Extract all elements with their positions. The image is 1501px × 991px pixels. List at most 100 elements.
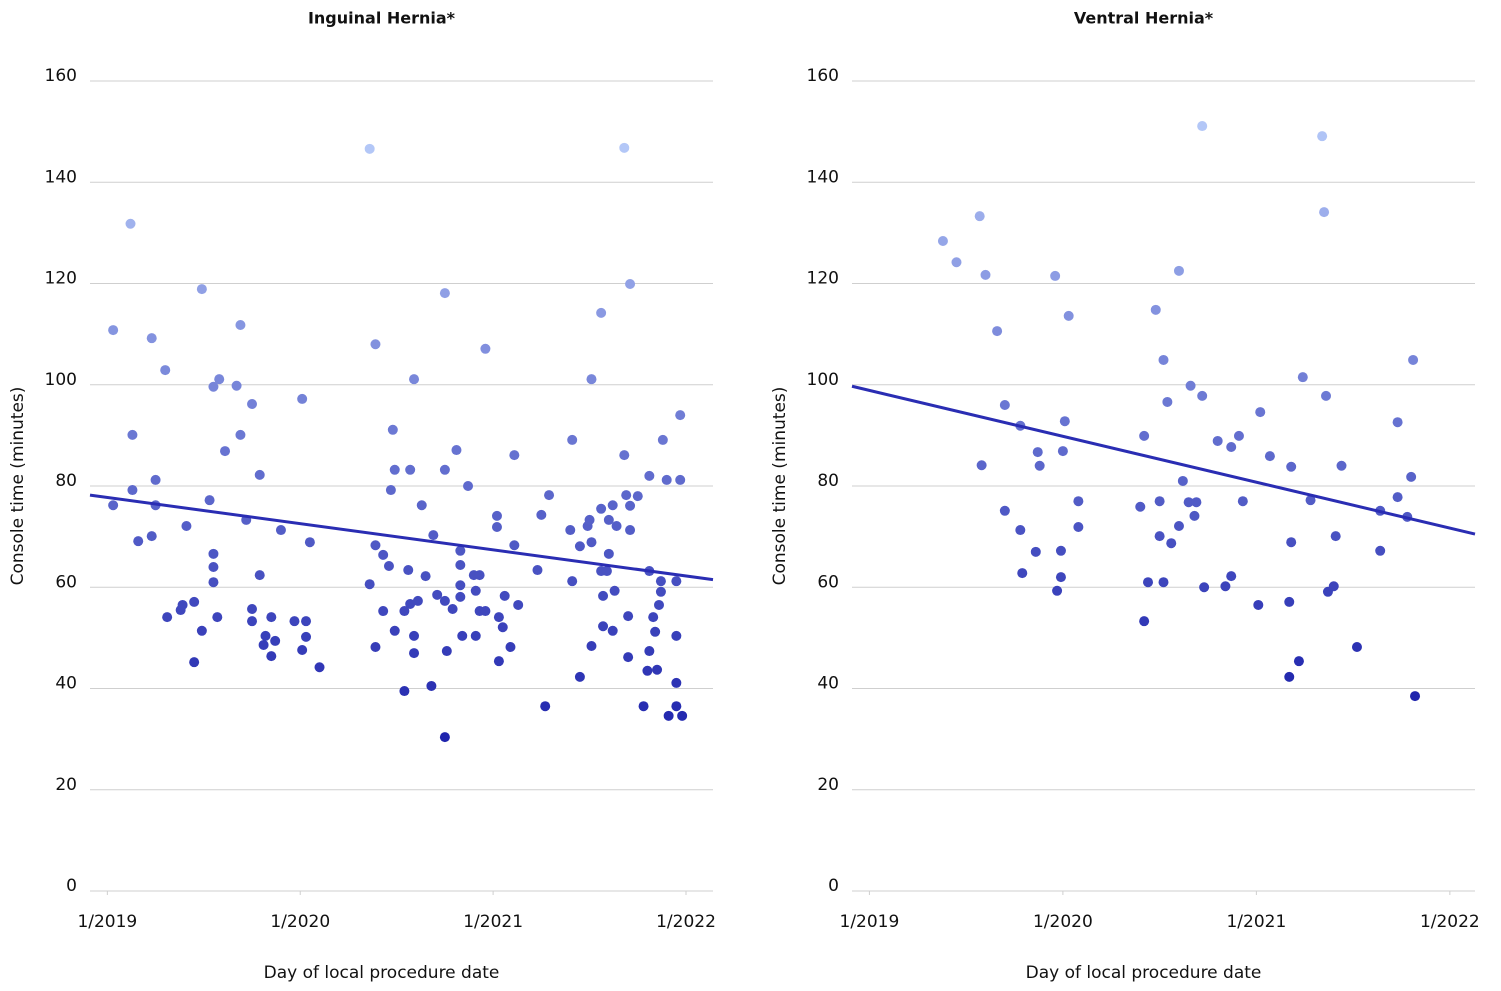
- data-point: [146, 531, 157, 542]
- data-point: [297, 393, 308, 404]
- data-point: [1183, 497, 1194, 508]
- data-point: [1150, 304, 1161, 315]
- data-point: [439, 732, 450, 743]
- data-point: [474, 570, 485, 581]
- data-point: [1057, 446, 1068, 457]
- data-point: [1059, 416, 1070, 427]
- data-point: [598, 590, 609, 601]
- data-point: [509, 540, 520, 551]
- data-point: [301, 631, 312, 642]
- data-point: [650, 626, 661, 637]
- data-point: [189, 657, 200, 668]
- y-tick-label: 160: [807, 66, 839, 86]
- data-point: [212, 612, 223, 623]
- y-tick-label: 160: [45, 66, 77, 86]
- data-point: [611, 520, 622, 531]
- data-point: [399, 606, 410, 617]
- data-point: [457, 630, 468, 641]
- data-point: [532, 565, 543, 576]
- data-point: [231, 380, 242, 391]
- data-point: [370, 339, 381, 350]
- data-point: [1162, 396, 1173, 407]
- data-point: [409, 630, 420, 641]
- data-point: [497, 622, 508, 633]
- data-point: [1139, 430, 1150, 441]
- data-point: [428, 530, 439, 541]
- data-point: [1154, 531, 1165, 542]
- data-point: [314, 662, 325, 673]
- x-tick-label: 1/2019: [77, 912, 137, 932]
- y-tick-label: 140: [807, 167, 839, 187]
- data-point: [1055, 545, 1066, 556]
- data-point: [1317, 131, 1328, 142]
- data-point: [609, 585, 620, 596]
- data-point: [426, 680, 437, 691]
- data-point: [189, 596, 200, 607]
- data-point: [247, 616, 258, 627]
- data-point: [480, 606, 491, 617]
- data-point: [1173, 520, 1184, 531]
- data-point: [675, 410, 686, 421]
- data-point: [565, 525, 576, 536]
- data-point: [162, 612, 173, 623]
- y-tick-label: 40: [817, 674, 839, 694]
- data-point: [1336, 460, 1347, 471]
- data-point: [439, 288, 450, 299]
- data-point: [1408, 354, 1419, 365]
- data-point: [1284, 671, 1295, 682]
- data-point: [586, 640, 597, 651]
- data-point: [1410, 691, 1421, 702]
- x-tick-label: 1/2021: [1226, 912, 1286, 932]
- data-point: [385, 485, 396, 496]
- data-point: [1233, 430, 1244, 441]
- data-point: [420, 571, 431, 582]
- data-point: [304, 537, 315, 548]
- y-tick-label: 100: [45, 370, 77, 390]
- data-point: [567, 576, 578, 587]
- data-point: [108, 325, 119, 336]
- y-tick-label: 60: [55, 572, 77, 592]
- data-point: [586, 537, 597, 548]
- data-point: [127, 485, 138, 496]
- data-point: [603, 548, 614, 559]
- data-point: [439, 595, 450, 606]
- data-point: [619, 142, 630, 153]
- data-point: [536, 509, 547, 520]
- data-point: [493, 656, 504, 667]
- data-point: [378, 549, 389, 560]
- data-point: [1158, 354, 1169, 365]
- data-point: [499, 590, 510, 601]
- data-point: [405, 598, 416, 609]
- data-point: [607, 625, 618, 636]
- y-axis-title: Console time (minutes): [770, 387, 790, 586]
- data-point: [470, 630, 481, 641]
- data-point: [513, 599, 524, 610]
- data-point: [1197, 390, 1208, 401]
- data-point: [208, 562, 219, 572]
- y-tick-label: 140: [45, 167, 77, 187]
- data-point: [370, 540, 381, 551]
- data-point: [409, 374, 420, 385]
- data-point: [160, 365, 171, 376]
- y-tick-label: 80: [55, 471, 77, 491]
- data-point: [1286, 537, 1297, 548]
- data-point: [1392, 492, 1403, 503]
- data-point: [412, 595, 423, 606]
- data-point: [1189, 510, 1200, 521]
- data-point: [1305, 495, 1316, 506]
- data-point: [275, 525, 286, 536]
- data-point: [235, 429, 246, 440]
- data-point: [1255, 407, 1266, 418]
- data-point: [370, 641, 381, 652]
- data-point: [432, 589, 443, 600]
- data-point: [1392, 417, 1403, 428]
- data-point: [677, 710, 688, 721]
- data-point: [632, 491, 643, 502]
- data-point: [196, 625, 207, 636]
- data-point: [214, 374, 225, 385]
- y-tick-label: 0: [66, 876, 77, 896]
- x-tick-label: 1/2022: [656, 912, 716, 932]
- data-point: [596, 503, 607, 514]
